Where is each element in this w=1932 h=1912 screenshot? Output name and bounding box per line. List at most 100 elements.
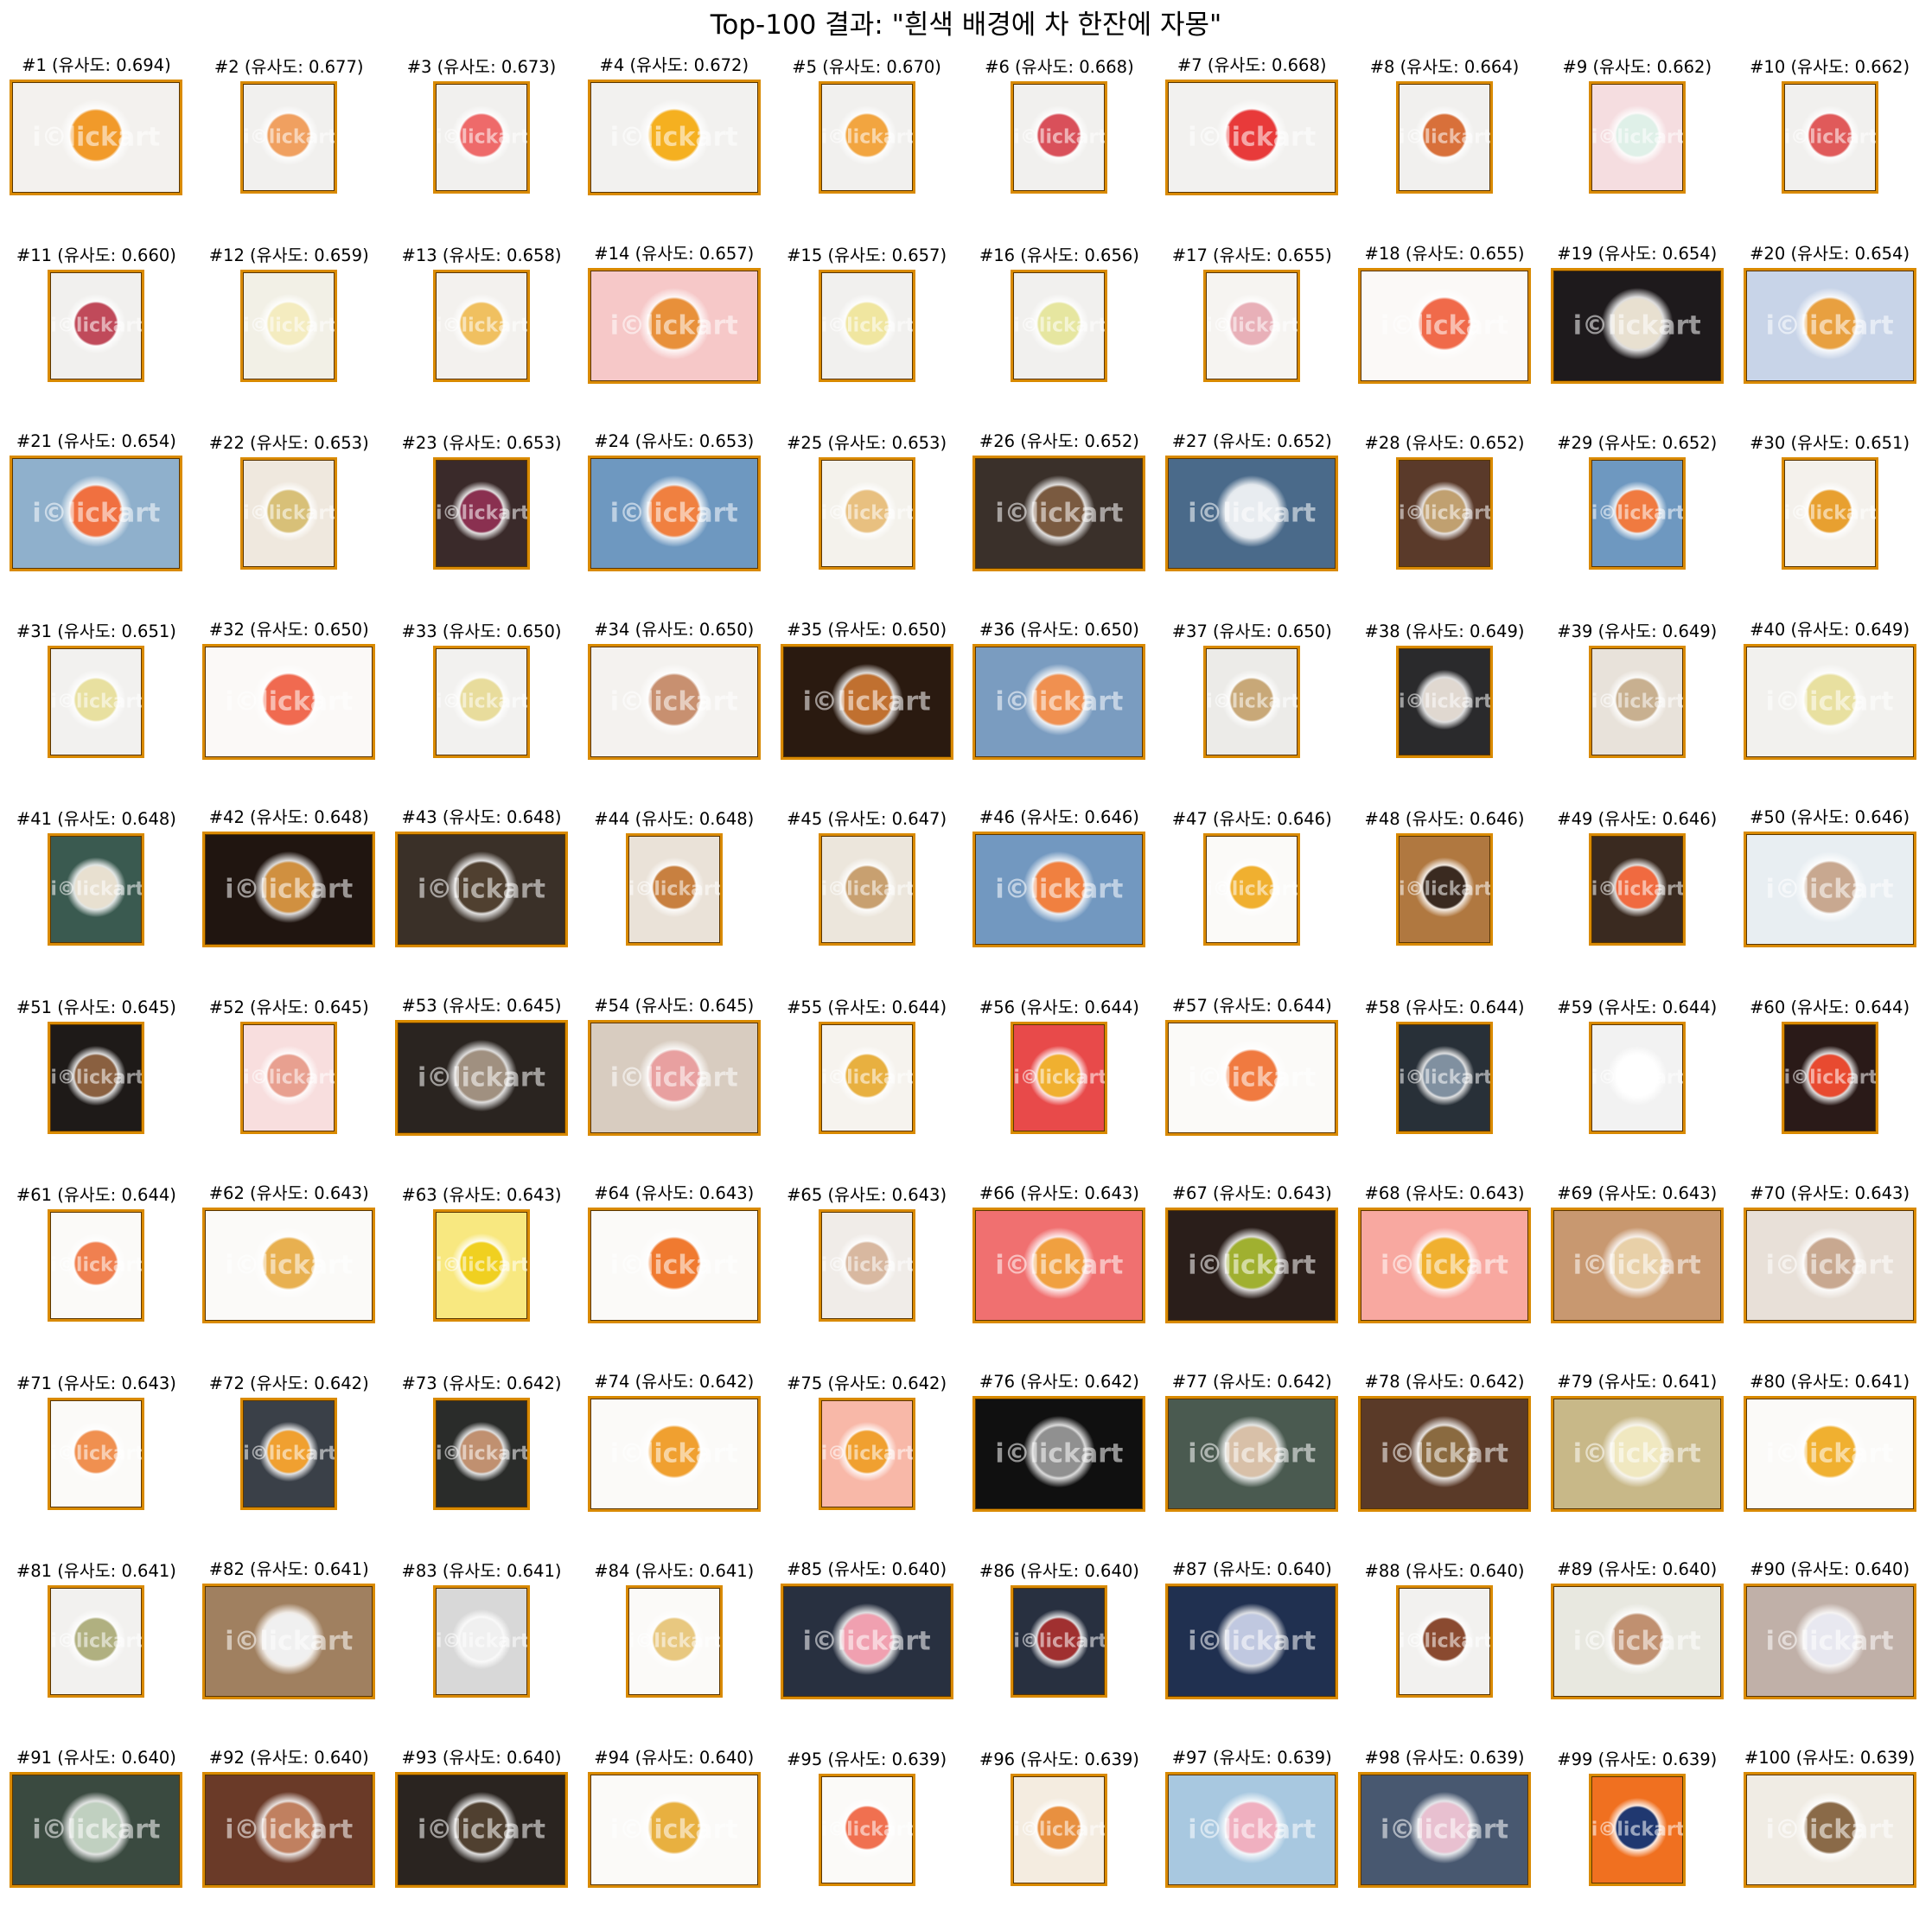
result-thumbnail[interactable]: i©lickart [1165,1208,1339,1323]
result-thumbnail[interactable]: i©lickart [202,1584,376,1699]
result-thumbnail[interactable]: i©lickart [1165,1584,1339,1699]
result-thumbnail[interactable]: i©lickart [818,269,915,382]
result-thumbnail[interactable]: i©lickart [1011,81,1108,194]
result-thumbnail[interactable]: i©lickart [1588,645,1686,758]
result-thumbnail[interactable]: i©lickart [818,833,915,946]
result-thumbnail[interactable]: i©lickart [1550,1395,1724,1512]
result-thumbnail[interactable]: i©lickart [432,269,530,382]
result-thumbnail[interactable]: i©lickart [1588,1773,1686,1886]
result-thumbnail[interactable]: i©lickart [1203,269,1301,382]
result-thumbnail[interactable]: i©lickart [818,1021,915,1134]
result-thumbnail[interactable]: i©lickart [818,1397,915,1510]
result-thumbnail[interactable]: i©lickart [1357,1208,1531,1323]
result-thumbnail[interactable]: i©lickart [972,1395,1146,1512]
result-thumbnail[interactable]: i©lickart [1550,1584,1724,1699]
result-thumbnail[interactable]: i©lickart [10,1771,183,1888]
result-thumbnail[interactable]: i©lickart [48,1397,145,1510]
result-thumbnail[interactable]: i©lickart [780,1584,953,1699]
result-thumbnail[interactable]: i©lickart [1165,456,1339,571]
result-thumbnail[interactable]: i©lickart [1395,1585,1493,1698]
result-thumbnail[interactable]: i©lickart [394,832,568,947]
result-thumbnail[interactable]: i©lickart [240,81,338,194]
result-thumbnail[interactable]: i©lickart [972,456,1146,571]
result-thumbnail[interactable]: i©lickart [48,1209,145,1322]
result-thumbnail[interactable]: i©lickart [818,1209,915,1322]
result-thumbnail[interactable]: i©lickart [1203,645,1301,758]
result-thumbnail[interactable]: i©lickart [1781,81,1878,194]
result-thumbnail[interactable]: i©lickart [1588,81,1686,194]
result-thumbnail[interactable]: i©lickart [240,1397,338,1510]
result-thumbnail[interactable]: i©lickart [1743,1771,1916,1888]
result-thumbnail[interactable]: i©lickart [587,1395,761,1512]
result-thumbnail[interactable]: i©lickart [1743,1208,1916,1323]
result-thumbnail[interactable]: i©lickart [1743,1584,1916,1699]
result-thumbnail[interactable]: i©lickart [202,1208,376,1323]
result-thumbnail[interactable]: i©lickart [1743,267,1916,384]
result-thumbnail[interactable]: i©lickart [1011,1585,1108,1698]
result-thumbnail[interactable]: i©lickart [48,833,145,946]
result-thumbnail[interactable]: i©lickart [240,269,338,382]
result-thumbnail[interactable]: i©lickart [1357,1771,1531,1888]
result-thumbnail[interactable]: i©lickart [587,643,761,760]
result-thumbnail[interactable]: i©lickart [1781,1021,1878,1134]
result-thumbnail[interactable]: i©lickart [432,1209,530,1322]
result-thumbnail[interactable]: i©lickart [1395,645,1493,758]
result-thumbnail[interactable]: i©lickart [202,832,376,947]
result-thumbnail[interactable]: i©lickart [1165,1395,1339,1512]
result-thumbnail[interactable]: i©lickart [432,457,530,570]
result-thumbnail[interactable]: i©lickart [972,832,1146,947]
result-thumbnail[interactable]: i©lickart [1743,643,1916,760]
result-thumbnail[interactable]: i©lickart [10,80,183,195]
result-thumbnail[interactable]: i©lickart [1588,457,1686,570]
result-thumbnail[interactable]: i©lickart [1395,457,1493,570]
result-thumbnail[interactable]: i©lickart [818,457,915,570]
result-thumbnail[interactable]: i©lickart [1165,1019,1339,1136]
result-thumbnail[interactable]: i©lickart [625,1585,723,1698]
result-thumbnail[interactable]: i©lickart [1165,80,1339,195]
result-thumbnail[interactable]: i©lickart [587,1208,761,1323]
result-thumbnail[interactable]: i©lickart [780,643,953,760]
result-thumbnail[interactable]: i©lickart [818,1773,915,1886]
result-thumbnail[interactable]: i©lickart [1550,267,1724,384]
result-thumbnail[interactable]: i©lickart [48,645,145,758]
result-thumbnail[interactable]: i©lickart [1743,832,1916,947]
result-thumbnail[interactable]: i©lickart [432,645,530,758]
result-thumbnail[interactable]: i©lickart [818,81,915,194]
result-thumbnail[interactable]: i©lickart [1743,1395,1916,1512]
result-thumbnail[interactable]: i©lickart [48,1021,145,1134]
result-thumbnail[interactable]: i©lickart [432,1397,530,1510]
result-thumbnail[interactable]: i©lickart [1011,1021,1108,1134]
result-thumbnail[interactable]: i©lickart [240,457,338,570]
result-thumbnail[interactable]: i©lickart [1357,1395,1531,1512]
result-thumbnail[interactable]: i©lickart [1165,1771,1339,1888]
result-thumbnail[interactable]: i©lickart [1588,1021,1686,1134]
result-thumbnail[interactable]: i©lickart [202,1771,376,1888]
result-thumbnail[interactable]: i©lickart [625,833,723,946]
result-thumbnail[interactable]: i©lickart [1395,1021,1493,1134]
result-thumbnail[interactable]: i©lickart [1550,1208,1724,1323]
result-thumbnail[interactable]: i©lickart [587,1771,761,1888]
result-thumbnail[interactable]: i©lickart [587,456,761,571]
result-thumbnail[interactable]: i©lickart [972,643,1146,760]
result-thumbnail[interactable]: i©lickart [240,1021,338,1134]
result-thumbnail[interactable]: i©lickart [202,643,376,760]
result-thumbnail[interactable]: i©lickart [1395,81,1493,194]
result-thumbnail[interactable]: i©lickart [432,81,530,194]
result-thumbnail[interactable]: i©lickart [972,1208,1146,1323]
result-thumbnail[interactable]: i©lickart [1203,833,1301,946]
result-thumbnail[interactable]: i©lickart [587,267,761,384]
result-thumbnail[interactable]: i©lickart [587,80,761,195]
result-thumbnail[interactable]: i©lickart [1357,267,1531,384]
result-thumbnail[interactable]: i©lickart [1781,457,1878,570]
result-thumbnail[interactable]: i©lickart [48,1585,145,1698]
result-thumbnail[interactable]: i©lickart [394,1771,568,1888]
result-thumbnail[interactable]: i©lickart [432,1585,530,1698]
result-thumbnail[interactable]: i©lickart [1011,269,1108,382]
result-thumbnail[interactable]: i©lickart [1011,1773,1108,1886]
result-thumbnail[interactable]: i©lickart [587,1019,761,1136]
result-thumbnail[interactable]: i©lickart [394,1019,568,1136]
result-thumbnail[interactable]: i©lickart [1588,833,1686,946]
result-thumbnail[interactable]: i©lickart [10,456,183,571]
result-thumbnail[interactable]: i©lickart [1395,833,1493,946]
result-thumbnail[interactable]: i©lickart [48,269,145,382]
